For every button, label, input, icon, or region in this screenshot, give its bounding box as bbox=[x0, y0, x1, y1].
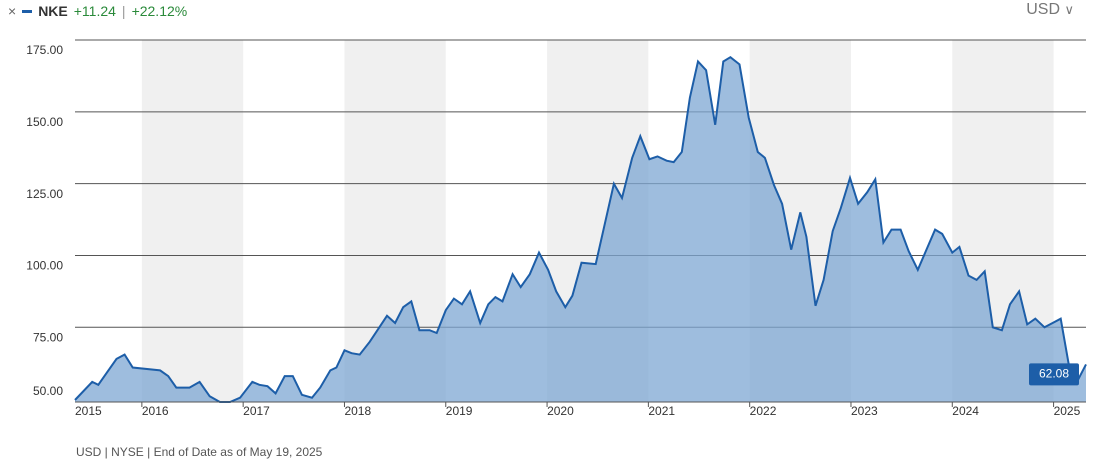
change: +11.24 bbox=[73, 3, 116, 19]
y-tick-label: 175.00 bbox=[26, 43, 63, 57]
chart: 50.00 75.00 100.00 125.00 150.00 175.00 62.08 2… bbox=[26, 39, 1087, 418]
last-value-box bbox=[1029, 363, 1079, 386]
year-band bbox=[141, 40, 244, 402]
x-tick-label: 2021 bbox=[648, 404, 675, 418]
currency[interactable]: USD bbox=[1026, 1, 1061, 18]
close-button[interactable]: × bbox=[8, 3, 17, 19]
x-tick-label: 2015 bbox=[75, 404, 102, 418]
area-fill bbox=[75, 57, 1086, 402]
x-tick-label: 2019 bbox=[446, 404, 473, 418]
x-tick-label: 2022 bbox=[750, 404, 777, 418]
y-tick-label: 100.00 bbox=[26, 259, 63, 273]
footer: USD | NYSE | End of Date as of May 19, 2… bbox=[76, 445, 323, 459]
x-tick-label: 2023 bbox=[851, 404, 878, 418]
currency-select[interactable]: USD ∨ bbox=[1026, 1, 1074, 18]
header: × NKE +11.24 | +22.12% bbox=[8, 3, 187, 19]
y-tick-label: 50.00 bbox=[33, 384, 63, 398]
y-tick-label: 125.00 bbox=[26, 187, 63, 201]
legend-swatch bbox=[22, 9, 33, 13]
separator: | bbox=[121, 3, 126, 19]
x-tick-label: 2017 bbox=[243, 404, 270, 418]
y-tick-label: 75.00 bbox=[33, 330, 63, 344]
price-line bbox=[74, 55, 1087, 403]
change-pct: +22.12% bbox=[131, 3, 188, 19]
x-tick-label: 2024 bbox=[952, 404, 979, 418]
y-tick-label: 150.00 bbox=[26, 115, 63, 129]
last-value-label: 62.08 bbox=[1039, 367, 1069, 381]
x-tick-label: 2016 bbox=[142, 404, 169, 418]
x-tick-label: 2018 bbox=[344, 404, 371, 418]
symbol: NKE bbox=[38, 3, 68, 19]
x-tick-label: 2020 bbox=[547, 404, 574, 418]
x-tick-label: 2025 bbox=[1054, 404, 1081, 418]
